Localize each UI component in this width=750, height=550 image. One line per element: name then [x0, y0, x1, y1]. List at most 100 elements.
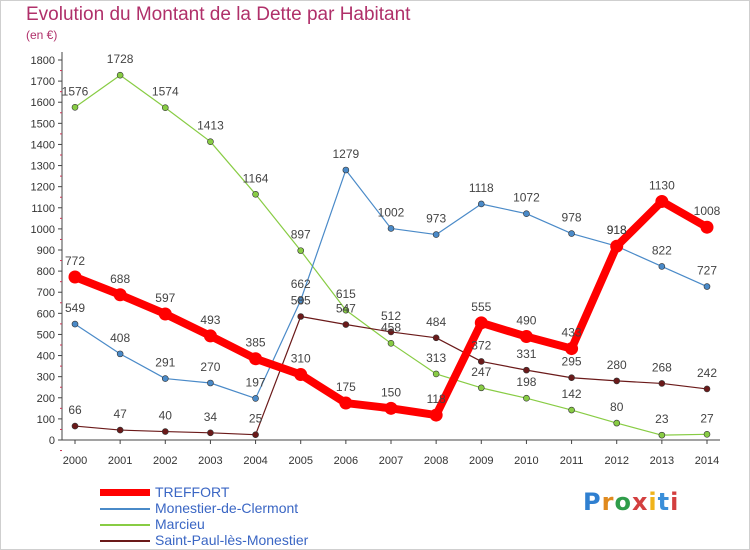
data-label: 727	[697, 264, 717, 278]
x-tick-label: 2007	[379, 455, 403, 467]
data-point	[703, 385, 711, 393]
proxiti-logo: Proxiti	[583, 488, 680, 516]
data-point	[297, 313, 305, 320]
data-label: 40	[159, 409, 173, 423]
data-point	[203, 329, 217, 343]
x-tick-label: 2001	[108, 455, 132, 467]
data-point	[297, 296, 305, 304]
data-label: 1118	[469, 181, 494, 195]
data-point	[568, 374, 575, 382]
data-label: 1576	[62, 84, 89, 98]
y-tick-label: 100	[37, 414, 55, 426]
data-point	[71, 422, 79, 430]
data-point	[342, 306, 350, 314]
data-label: 897	[291, 228, 311, 242]
legend-swatch	[100, 489, 150, 496]
data-label: 555	[471, 300, 491, 314]
data-label: 291	[155, 356, 175, 370]
legend-swatch	[100, 508, 150, 510]
y-tick-label: 500	[37, 329, 55, 341]
data-point	[523, 394, 530, 402]
data-point	[161, 104, 169, 112]
data-label: 150	[381, 385, 401, 399]
y-tick-label: 1700	[31, 76, 55, 88]
data-label: 458	[381, 320, 401, 334]
x-tick-label: 2002	[153, 455, 177, 467]
data-label: 493	[200, 313, 220, 327]
data-point	[68, 270, 82, 284]
data-label: 372	[471, 338, 491, 352]
data-label: 978	[562, 211, 582, 225]
data-label: 615	[336, 287, 356, 301]
x-tick-label: 2005	[288, 455, 312, 467]
data-label: 1002	[378, 205, 405, 219]
data-point	[432, 370, 440, 378]
x-tick-label: 2000	[63, 455, 87, 467]
data-point	[207, 379, 214, 387]
legend-label: Monestier-de-Clermont	[155, 500, 299, 516]
data-label: 408	[110, 331, 130, 345]
x-tick-label: 2004	[243, 455, 267, 467]
y-tick-label: 700	[37, 287, 55, 299]
data-point	[429, 408, 443, 422]
data-point	[387, 225, 395, 232]
y-tick-label: 1300	[31, 161, 55, 173]
data-point	[432, 231, 440, 238]
data-point	[249, 352, 263, 366]
data-point	[658, 431, 666, 439]
data-point	[161, 428, 169, 435]
legend-label: TREFFORT	[155, 484, 230, 500]
data-label: 23	[655, 412, 669, 426]
legend-item: Marcieu	[100, 516, 360, 532]
data-label: 280	[607, 358, 627, 372]
data-label: 585	[291, 294, 311, 308]
y-tick-label: 300	[37, 372, 55, 384]
data-label: 1164	[243, 171, 269, 185]
data-label: 1130	[649, 178, 675, 192]
data-point	[613, 419, 621, 427]
data-point	[297, 247, 305, 254]
data-label: 973	[426, 212, 446, 226]
data-label: 295	[562, 355, 582, 369]
x-tick-label: 2006	[334, 455, 358, 467]
data-label: 597	[155, 291, 175, 305]
data-point	[71, 103, 79, 111]
x-tick-label: 2011	[560, 455, 584, 467]
data-point	[161, 375, 169, 382]
data-label: 198	[516, 375, 536, 389]
legend-swatch	[100, 524, 150, 526]
data-label: 688	[110, 272, 130, 286]
data-point	[565, 342, 579, 356]
data-point	[568, 230, 575, 237]
data-label: 268	[652, 360, 672, 374]
legend-label: Marcieu	[155, 516, 205, 532]
data-point	[158, 307, 172, 321]
data-point	[703, 283, 711, 290]
chart-title: Evolution du Montant de la Dette par Hab…	[26, 4, 411, 25]
data-point	[613, 377, 621, 385]
data-label: 385	[246, 336, 266, 350]
data-label: 142	[562, 387, 582, 401]
data-point	[294, 368, 308, 382]
data-label: 197	[246, 375, 266, 389]
data-point	[387, 328, 395, 336]
y-tick-label: 1100	[31, 203, 55, 215]
x-tick-label: 2013	[650, 455, 674, 467]
data-label: 662	[291, 277, 311, 291]
data-label: 512	[381, 309, 401, 323]
data-label: 772	[65, 254, 85, 268]
y-tick-label: 900	[37, 245, 55, 257]
data-label: 822	[652, 243, 672, 257]
data-label: 310	[291, 352, 311, 366]
data-point	[116, 350, 124, 358]
data-point	[703, 430, 711, 438]
data-label: 1728	[107, 52, 134, 66]
data-label: 1008	[694, 204, 721, 218]
data-point	[568, 406, 575, 414]
data-label: 1574	[152, 85, 179, 99]
data-label: 247	[471, 365, 491, 379]
data-point	[252, 395, 259, 402]
legend-label: Saint-Paul-lès-Monestier	[155, 532, 309, 548]
data-label: 484	[426, 315, 446, 329]
x-tick-label: 2008	[424, 455, 448, 467]
